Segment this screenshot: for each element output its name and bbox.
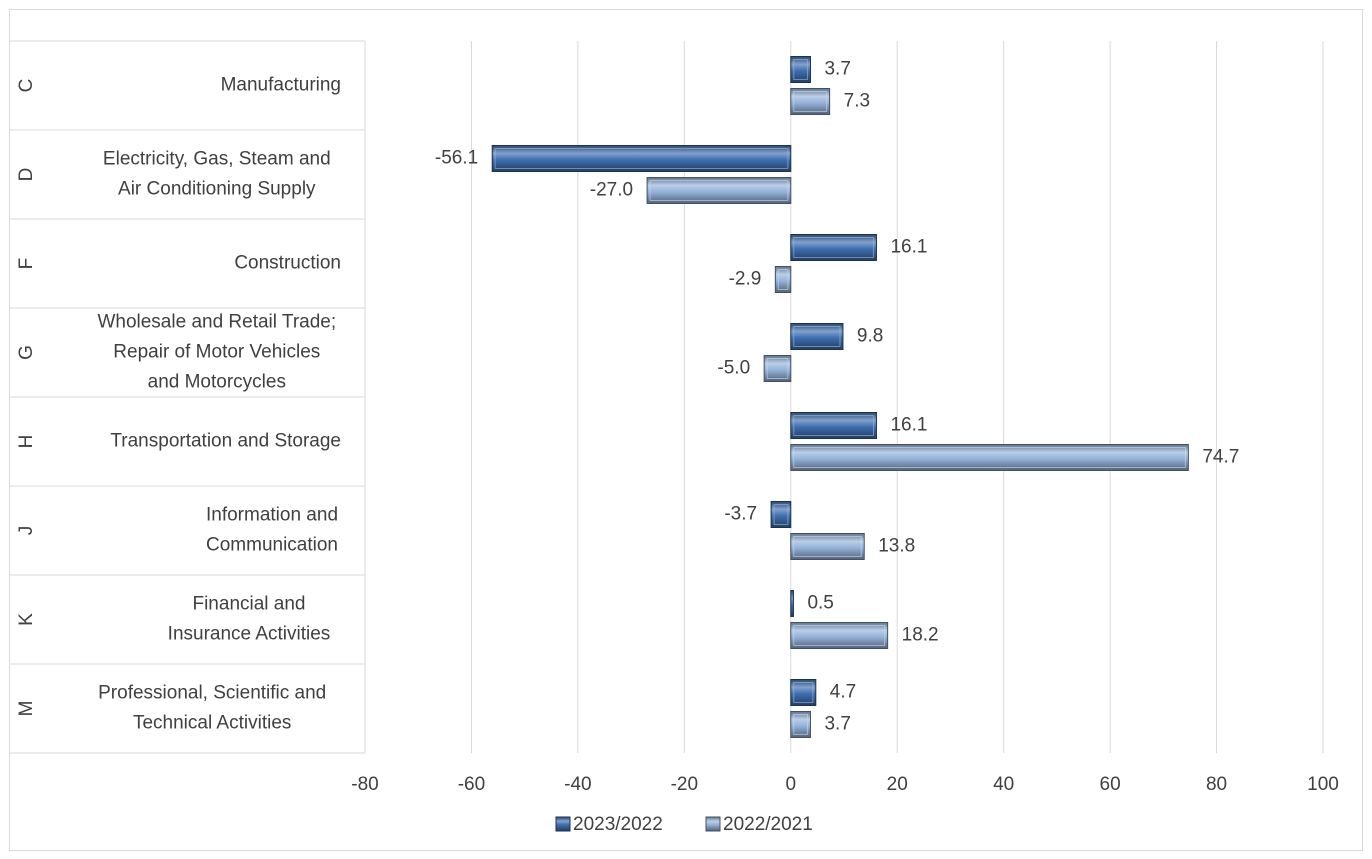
bar-bevel <box>793 326 841 347</box>
legend-label: 2023/2022 <box>573 814 663 835</box>
bar-bevel <box>793 91 828 112</box>
data-label: 4.7 <box>830 682 856 703</box>
data-label: 18.2 <box>902 625 939 646</box>
bar-series2 <box>790 88 831 115</box>
category-label: Professional, Scientific and <box>98 683 326 704</box>
bar-series2 <box>790 444 1189 471</box>
data-label: 9.8 <box>857 326 883 347</box>
category-code-label: C <box>16 79 37 93</box>
bar-bevel <box>494 148 789 169</box>
x-tick-label: -40 <box>564 774 591 795</box>
bar-series2 <box>790 622 889 649</box>
data-label: -56.1 <box>435 148 478 169</box>
legend-swatch <box>705 816 721 832</box>
category-label: Insurance Activities <box>168 624 331 645</box>
x-tick-label: 100 <box>1307 774 1339 795</box>
bar-bevel <box>773 504 789 525</box>
legend-label: 2022/2021 <box>723 814 813 835</box>
data-label: 0.5 <box>807 593 833 614</box>
category-code-label: F <box>16 258 37 270</box>
bar-bevel <box>793 237 874 258</box>
category-label: Wholesale and Retail Trade; <box>97 312 336 333</box>
data-label: 3.7 <box>824 59 850 80</box>
category-label: Technical Activities <box>133 713 291 734</box>
data-label: -3.7 <box>724 504 757 525</box>
bar-bevel <box>793 59 808 80</box>
bar-bevel <box>793 682 814 703</box>
bar-series2 <box>790 711 811 738</box>
data-label: 16.1 <box>890 415 927 436</box>
x-tick-label: -60 <box>458 774 485 795</box>
data-label: 3.7 <box>824 714 850 735</box>
category-label: Manufacturing <box>221 75 341 96</box>
bar-series1 <box>491 145 792 172</box>
bar-bevel <box>766 358 789 379</box>
category-code-label: G <box>16 345 37 360</box>
bar-series1 <box>790 323 844 350</box>
bar-series2 <box>646 177 792 204</box>
x-tick-label: 20 <box>887 774 908 795</box>
category-code-label: D <box>16 168 37 182</box>
category-label: Information and <box>206 505 338 526</box>
x-tick-label: 60 <box>1100 774 1121 795</box>
chart-border <box>9 9 1363 851</box>
category-label: Communication <box>206 535 338 556</box>
data-label: 74.7 <box>1202 447 1239 468</box>
category-label: Electricity, Gas, Steam and <box>103 149 331 170</box>
bar-bevel <box>793 625 886 646</box>
data-label: -27.0 <box>590 180 633 201</box>
category-label: Transportation and Storage <box>110 431 341 452</box>
data-label: 7.3 <box>844 91 870 112</box>
bar-series1 <box>790 679 817 706</box>
data-label: -5.0 <box>717 358 750 379</box>
category-code-label: K <box>16 613 37 626</box>
x-tick-label: -80 <box>351 774 378 795</box>
category-label: and Motorcycles <box>148 372 286 393</box>
bar-bevel <box>793 714 808 735</box>
bar-series1 <box>790 590 794 617</box>
category-code-label: M <box>16 701 37 717</box>
data-label: 13.8 <box>878 536 915 557</box>
legend-swatch <box>555 816 571 832</box>
bar-series2 <box>774 266 792 293</box>
bar-series1 <box>790 412 877 439</box>
x-tick-label: 0 <box>785 774 796 795</box>
category-label: Financial and <box>192 594 305 615</box>
x-tick-label: 40 <box>993 774 1014 795</box>
category-label: Air Conditioning Supply <box>118 179 316 200</box>
bar-series1 <box>770 501 792 528</box>
bar-series1 <box>790 56 811 83</box>
bar-bevel <box>777 269 789 290</box>
category-label: Construction <box>234 253 341 274</box>
bar-bevel <box>793 536 862 557</box>
data-label: 16.1 <box>890 237 927 258</box>
x-tick-label: -20 <box>671 774 698 795</box>
bar-series1 <box>790 234 877 261</box>
data-label: -2.9 <box>729 269 762 290</box>
x-tick-label: 80 <box>1206 774 1227 795</box>
bar-series2 <box>763 355 792 382</box>
category-code-label: H <box>16 435 37 449</box>
category-code-label: J <box>16 526 37 536</box>
bar-series2 <box>790 533 865 560</box>
bar-bevel <box>793 447 1186 468</box>
bar-bevel <box>649 180 789 201</box>
bar-bevel <box>793 415 874 436</box>
category-label: Repair of Motor Vehicles <box>113 342 320 363</box>
